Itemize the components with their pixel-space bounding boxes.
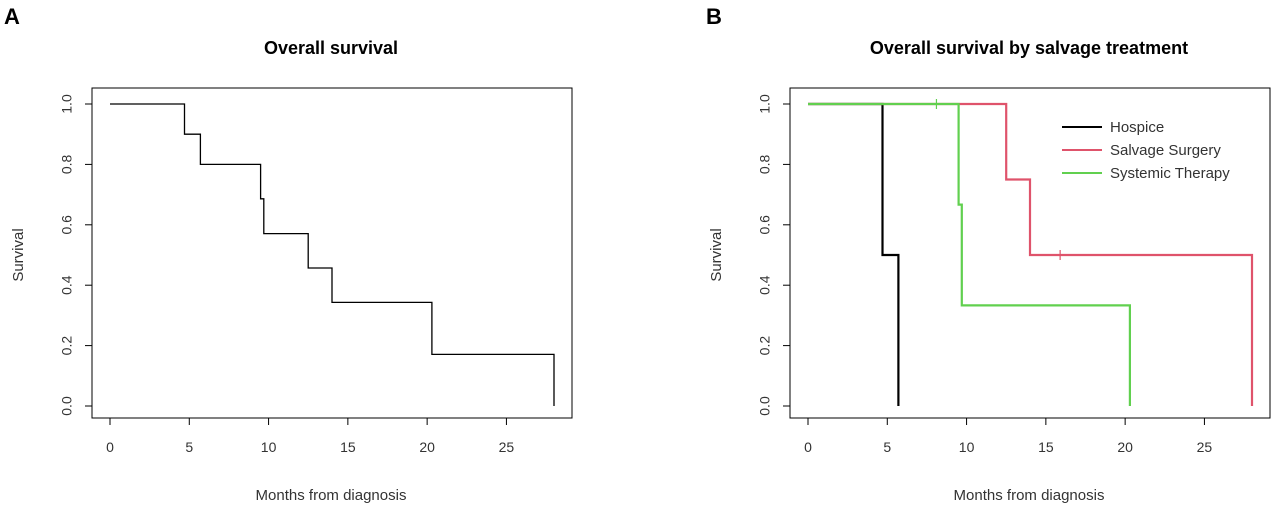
- x-tick-label-a-0: 0: [106, 439, 114, 455]
- series-line-b-salvage-surgery: [808, 102, 1254, 406]
- y-tick-label-a-0-8: 0.8: [59, 154, 75, 174]
- x-tick-label-b-25: 25: [1197, 439, 1213, 455]
- y-tick-label-b-1-0: 1.0: [757, 94, 773, 114]
- x-axis-ticks-b: 0 5 10 15 20 25: [804, 417, 1213, 455]
- legend-label-systemic-therapy: Systemic Therapy: [1110, 165, 1230, 182]
- x-tick-label-a-20: 20: [419, 439, 435, 455]
- x-axis-ticks-a: 0 5 10 15 20 25: [106, 417, 515, 455]
- legend-b: Hospice Salvage Surgery Systemic Therapy: [1062, 119, 1230, 182]
- series-line-b-systemic-therapy: [808, 102, 1131, 406]
- y-tick-label-a-0-6: 0.6: [59, 215, 75, 235]
- x-tick-label-b-10: 10: [959, 439, 975, 455]
- y-tick-label-a-1-0: 1.0: [59, 94, 75, 114]
- series-line-a-overall: [110, 103, 555, 406]
- panel-a: A Overall survival Months from diagnosis…: [4, 4, 573, 504]
- panel-letter-a: A: [4, 4, 20, 29]
- series-group-b: [808, 99, 1254, 406]
- x-tick-label-b-15: 15: [1038, 439, 1054, 455]
- y-tick-label-a-0-2: 0.2: [59, 336, 75, 356]
- y-axis-ticks-b: 0.0 0.2 0.4 0.6 0.8 1.0: [757, 94, 791, 416]
- y-axis-ticks-a: 0.0 0.2 0.4 0.6 0.8 1.0: [59, 94, 93, 416]
- legend-label-hospice: Hospice: [1110, 119, 1164, 136]
- x-tick-label-a-25: 25: [499, 439, 515, 455]
- y-axis-label-a: Survival: [10, 228, 27, 281]
- y-tick-label-b-0-6: 0.6: [757, 215, 773, 235]
- chart-title-b: Overall survival by salvage treatment: [870, 38, 1188, 58]
- x-tick-label-b-20: 20: [1117, 439, 1133, 455]
- y-tick-label-b-0-2: 0.2: [757, 336, 773, 356]
- chart-title-a: Overall survival: [264, 38, 398, 58]
- panel-letter-b: B: [706, 4, 722, 29]
- x-tick-label-b-0: 0: [804, 439, 812, 455]
- series-group-a: [110, 103, 555, 406]
- legend-label-salvage-surgery: Salvage Surgery: [1110, 142, 1221, 159]
- x-axis-label-b: Months from diagnosis: [954, 487, 1105, 504]
- y-axis-label-b: Survival: [708, 228, 725, 281]
- y-tick-label-b-0-4: 0.4: [757, 275, 773, 295]
- x-tick-label-a-15: 15: [340, 439, 356, 455]
- y-tick-label-b-0-0: 0.0: [757, 396, 773, 416]
- x-tick-label-a-5: 5: [185, 439, 193, 455]
- x-tick-label-b-5: 5: [883, 439, 891, 455]
- x-axis-label-a: Months from diagnosis: [256, 487, 407, 504]
- plot-frame-a: [91, 87, 573, 419]
- y-tick-label-a-0-0: 0.0: [59, 396, 75, 416]
- y-tick-label-b-0-8: 0.8: [757, 154, 773, 174]
- series-line-b-hospice: [808, 102, 900, 406]
- y-tick-label-a-0-4: 0.4: [59, 275, 75, 295]
- x-tick-label-a-10: 10: [261, 439, 277, 455]
- panel-b: B Overall survival by salvage treatment …: [706, 4, 1271, 504]
